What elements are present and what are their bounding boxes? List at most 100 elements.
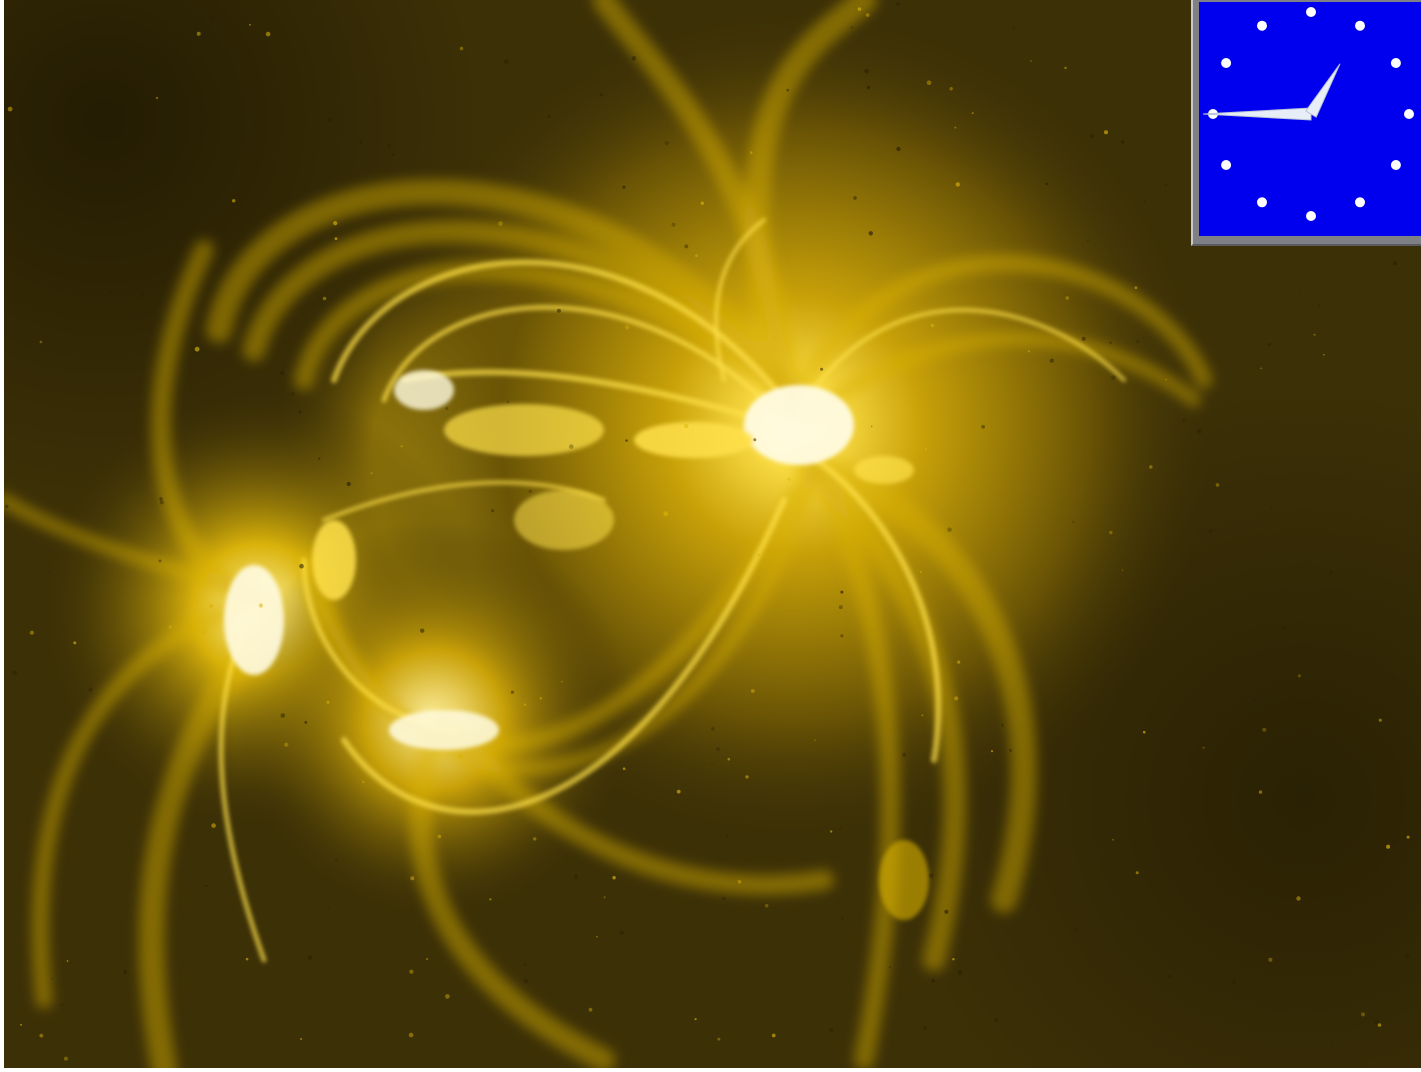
noise-speckle [896, 146, 901, 152]
noise-speckle [1296, 896, 1301, 901]
noise-speckle [95, 88, 99, 93]
noise-speckle [23, 186, 26, 190]
noise-speckle [749, 151, 753, 154]
noise-speckle [300, 1037, 303, 1041]
bright-kernel [879, 840, 929, 920]
noise-speckle [850, 26, 854, 29]
clock-hour-marker [1404, 109, 1414, 119]
noise-speckle [258, 603, 263, 608]
noise-speckle [676, 789, 681, 794]
noise-speckle [445, 994, 450, 999]
noise-speckle [952, 958, 955, 961]
noise-speckle [1001, 723, 1004, 727]
noise-speckle [245, 957, 249, 961]
noise-speckle [596, 935, 598, 938]
noise-speckle [387, 143, 391, 148]
noise-speckle [569, 444, 574, 449]
noise-speckle [865, 13, 870, 17]
noise-speckle [168, 625, 172, 629]
coronal-loop [797, 331, 1201, 427]
noise-speckle [930, 323, 935, 328]
noise-speckle [284, 742, 289, 747]
noise-speckle [506, 400, 509, 404]
noise-speckle [588, 1007, 593, 1012]
noise-speckle [866, 85, 871, 90]
noise-speckle [48, 570, 51, 573]
noise-speckle [1081, 336, 1086, 341]
noise-speckle [671, 222, 676, 227]
noise-speckle [459, 46, 464, 51]
noise-speckle [1392, 678, 1396, 682]
noise-speckle [20, 1023, 22, 1026]
noise-speckle [510, 690, 514, 694]
noise-speckle [1377, 1023, 1382, 1027]
noise-speckle [1313, 333, 1316, 336]
noise-speckle [12, 670, 17, 676]
noise-speckle [919, 570, 922, 573]
noise-speckle [346, 481, 351, 487]
noise-speckle [334, 237, 338, 241]
noise-speckle [990, 750, 994, 753]
noise-speckle [857, 7, 862, 11]
noise-speckle [1111, 375, 1116, 380]
noise-speckle [1087, 239, 1090, 242]
noise-speckle [1164, 183, 1167, 186]
noise-speckle [265, 31, 271, 37]
noise-speckle [622, 767, 626, 770]
noise-speckle [202, 629, 207, 635]
noise-speckle [1260, 367, 1262, 370]
noise-speckle [409, 969, 414, 974]
coronal-loop [317, 463, 821, 776]
noise-speckle [209, 604, 213, 608]
noise-speckle [561, 680, 564, 683]
noise-speckle [370, 472, 373, 475]
noise-speckle [5, 504, 9, 508]
noise-speckle [413, 794, 416, 798]
noise-speckle [1268, 957, 1273, 962]
noise-speckle [1273, 889, 1277, 893]
noise-speckle [1134, 286, 1138, 290]
noise-speckle [1215, 483, 1220, 487]
noise-speckle [1196, 428, 1202, 434]
noise-speckle [1302, 857, 1306, 862]
noise-speckle [954, 126, 957, 129]
noise-speckle [1329, 571, 1333, 575]
noise-speckle [327, 117, 332, 122]
clock-hour-marker [1355, 197, 1365, 208]
noise-speckle [1072, 520, 1075, 523]
clock-hour-marker [1306, 7, 1316, 17]
noise-speckle [622, 185, 626, 189]
noise-speckle [327, 907, 330, 910]
noise-speckle [159, 497, 163, 501]
noise-speckle [307, 955, 313, 960]
noise-speckle [1208, 529, 1213, 533]
noise-speckle [1262, 727, 1267, 732]
noise-speckle [523, 979, 528, 984]
noise-speckle [51, 977, 54, 980]
noise-speckle [931, 978, 936, 983]
noise-speckle [108, 291, 112, 295]
noise-speckle [491, 509, 495, 513]
noise-speckle [853, 196, 857, 200]
coronal-loop [242, 219, 796, 402]
noise-speckle [994, 1018, 999, 1022]
noise-speckle [1202, 746, 1205, 749]
noise-speckle [1089, 134, 1094, 139]
noise-speckle [1374, 1020, 1379, 1024]
noise-speckle [205, 884, 208, 887]
noise-speckle [1298, 289, 1301, 292]
noise-speckle [1028, 350, 1030, 353]
noise-speckle [1030, 60, 1032, 62]
noise-speckle [123, 970, 128, 975]
clock-hour-marker [1355, 20, 1365, 31]
bright-kernel [389, 710, 499, 750]
noise-speckle [209, 15, 213, 20]
noise-speckle [1257, 287, 1260, 290]
coronal-loop [791, 447, 1037, 913]
bright-kernel [312, 520, 356, 600]
noise-speckle [1323, 353, 1325, 356]
noise-speckle [359, 140, 363, 144]
noise-speckle [547, 115, 551, 118]
noise-speckle [663, 511, 669, 517]
